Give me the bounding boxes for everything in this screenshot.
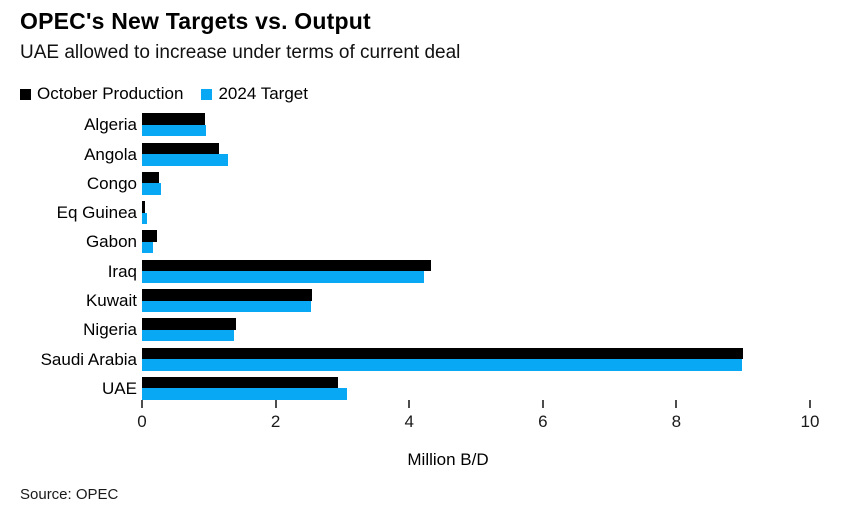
- category-label: Kuwait: [85, 291, 137, 311]
- bar-row: Congo: [20, 171, 825, 201]
- x-axis-title: Million B/D: [407, 450, 489, 470]
- bar-row: Eq Guinea: [20, 201, 825, 230]
- x-axis-tick: [141, 400, 143, 409]
- x-axis-tick: [541, 400, 544, 409]
- x-axis-tick: [675, 400, 678, 409]
- source-note: Source: OPEC: [20, 486, 119, 504]
- bar-group: [142, 230, 810, 254]
- category-label: Angola: [84, 144, 137, 164]
- october-production-bar: [142, 171, 159, 184]
- target-2024-bar: [142, 300, 311, 313]
- october-production-bar: [142, 113, 206, 125]
- target-2024-bar: [142, 329, 235, 342]
- x-axis-tick-label: 0: [137, 412, 147, 432]
- category-label: Iraq: [107, 261, 137, 281]
- x-axis-tick: [408, 400, 411, 409]
- bar-group: [142, 171, 810, 195]
- bar-row: Kuwait: [20, 289, 825, 318]
- category-label: Congo: [86, 173, 137, 193]
- bar-group: [142, 142, 810, 166]
- x-axis-tick-label: 10: [800, 412, 820, 432]
- october-production-bar: [142, 318, 236, 330]
- category-label: Saudi Arabia: [40, 349, 137, 369]
- target-2024-bar: [142, 271, 424, 283]
- x-axis-tick-label: 2: [270, 412, 281, 432]
- target-2024-bar: [142, 388, 348, 400]
- x-axis-tick-labels: 0 2 4 6 8 10: [137, 412, 819, 432]
- x-axis-title-row: Million B/D: [142, 450, 810, 470]
- target-2024-bar: [142, 154, 228, 166]
- legend-label-2024-target: 2024 Target: [218, 84, 308, 104]
- bar-group: [142, 289, 810, 313]
- october-production-bar: [142, 230, 157, 242]
- category-label: Gabon: [85, 232, 137, 252]
- target-2024-bar: [142, 183, 161, 195]
- october-production-bar: [142, 347, 744, 360]
- target-2024-bar: [142, 124, 207, 137]
- bar-row: Gabon: [20, 230, 825, 259]
- legend: October Production 2024 Target: [20, 84, 825, 104]
- legend-label-october-production: October Production: [37, 84, 184, 104]
- target-2024-bar: [142, 241, 154, 254]
- chart-subtitle: UAE allowed to increase under terms of c…: [20, 42, 461, 64]
- bar-group: [142, 376, 810, 400]
- bar-row: Saudi Arabia: [20, 347, 825, 377]
- october-production-bar: [142, 142, 219, 155]
- target-2024-bar: [142, 359, 742, 371]
- october-production-bar: [142, 201, 146, 213]
- bar-group: [142, 201, 810, 225]
- x-axis-tick-label: 6: [538, 412, 548, 432]
- target-2024-bar: [142, 212, 147, 225]
- 2024-target-swatch-icon: [201, 89, 213, 101]
- bar-row: Angola: [20, 142, 825, 172]
- bar-group: [142, 113, 810, 137]
- october-production-swatch-icon: [20, 89, 31, 101]
- x-axis-tick-label: 8: [671, 412, 682, 432]
- category-label: UAE: [102, 378, 137, 398]
- x-axis-ticks: [141, 400, 811, 409]
- bar-row: Algeria: [20, 113, 825, 142]
- legend-item-2024-target: 2024 Target: [201, 84, 308, 104]
- chart-title: OPEC's New Targets vs. Output: [20, 8, 371, 34]
- bar-row: Iraq: [20, 259, 825, 289]
- bar-chart: Algeria Angola Congo Eq Guinea Gabon Iraq Kuwa…: [20, 113, 825, 406]
- bar-row: Nigeria: [20, 318, 825, 347]
- x-axis-tick: [809, 400, 811, 409]
- bar-group: [142, 347, 810, 371]
- october-production-bar: [142, 259, 432, 272]
- category-label: Algeria: [84, 115, 137, 135]
- october-production-bar: [142, 289, 313, 301]
- october-production-bar: [142, 376, 338, 389]
- x-axis-tick: [274, 400, 277, 409]
- bar-group: [142, 259, 810, 283]
- bar-row: UAE: [20, 376, 825, 406]
- bar-group: [142, 318, 810, 342]
- category-label: Eq Guinea: [56, 203, 137, 223]
- legend-item-october-production: October Production: [20, 84, 183, 104]
- category-label: Nigeria: [83, 320, 137, 340]
- x-axis-tick-label: 4: [404, 412, 414, 432]
